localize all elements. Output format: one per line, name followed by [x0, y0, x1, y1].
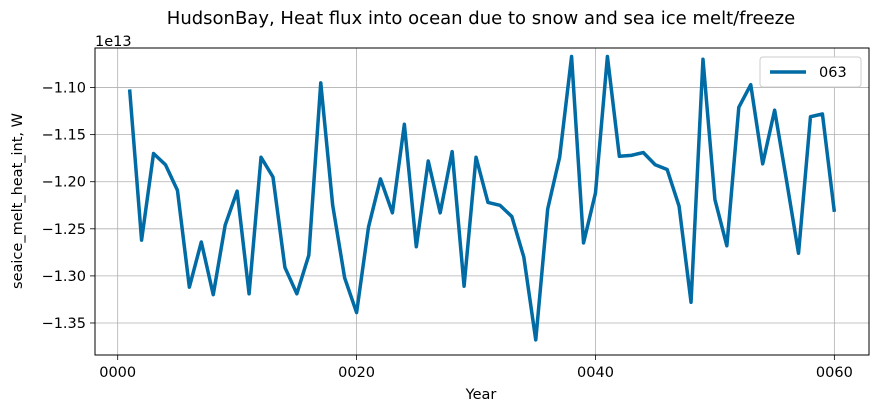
- y-tick-label: −1.25: [42, 222, 86, 238]
- y-tick-label: −1.10: [42, 81, 86, 97]
- x-tick-label: 0020: [338, 365, 375, 381]
- plot-area: [95, 48, 869, 355]
- legend-label-063: 063: [819, 65, 847, 81]
- grid: [95, 48, 869, 355]
- chart-title: HudsonBay, Heat flux into ocean due to s…: [167, 8, 795, 29]
- y-axis-ticks: −1.35 −1.30 −1.25 −1.20 −1.15 −1.10: [42, 81, 95, 332]
- x-tick-label: 0000: [99, 365, 136, 381]
- x-tick-label: 0060: [816, 365, 853, 381]
- y-tick-label: −1.30: [42, 269, 86, 285]
- x-axis-label: Year: [465, 387, 497, 403]
- x-axis-ticks: 0000 0020 0040 0060: [99, 355, 853, 381]
- y-axis-label: seaice_melt_heat_int, W: [10, 113, 26, 289]
- series-group: [127, 54, 837, 342]
- y-tick-label: −1.35: [42, 316, 86, 332]
- y-tick-label: −1.20: [42, 175, 86, 191]
- y-tick-label: −1.15: [42, 128, 86, 144]
- legend-box: [759, 56, 862, 88]
- series-line-063: [127, 54, 837, 342]
- plot-frame: [94, 47, 870, 356]
- legend: 063: [759, 56, 862, 88]
- y-axis-offset-label: 1e13: [95, 34, 132, 50]
- x-tick-label: 0040: [577, 365, 614, 381]
